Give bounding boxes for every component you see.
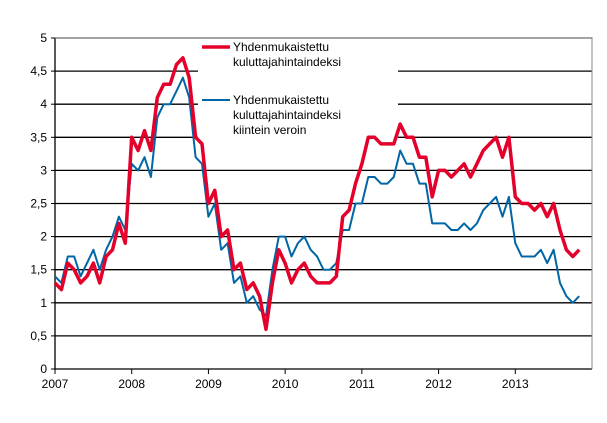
legend-label: Yhdenmukaistettu — [233, 93, 329, 107]
y-tick-label: 5 — [40, 31, 47, 45]
y-tick-label: 1,5 — [30, 263, 47, 277]
x-tick-label: 2008 — [118, 377, 145, 391]
y-tick-label: 0,5 — [30, 329, 47, 343]
y-tick-label: 3 — [40, 163, 47, 177]
x-tick-label: 2007 — [42, 377, 69, 391]
axes: 0 0,5 1 1,5 2 2,5 3 3,5 4 4,5 5 2007 2008 2009 2010 201… — [30, 31, 593, 391]
series-line-2 — [54, 76, 580, 317]
x-tick-label: 2010 — [272, 377, 299, 391]
y-tick-label: 0 — [40, 362, 47, 376]
y-tick-label: 1 — [40, 296, 47, 310]
legend-label: Yhdenmukaistettu — [233, 40, 329, 54]
x-tick-label: 2012 — [425, 377, 452, 391]
y-tick-label: 2,5 — [30, 197, 47, 211]
x-tick-label: 2013 — [502, 377, 529, 391]
series-lines — [53, 56, 581, 332]
x-tick-label: 2011 — [349, 377, 375, 391]
y-tick-label: 4 — [40, 97, 47, 111]
y-tick-label: 3,5 — [30, 130, 47, 144]
legend-label: kuluttajahintaindeksi — [233, 55, 341, 69]
legend-background — [198, 40, 398, 140]
y-tick-label: 2 — [40, 230, 47, 244]
y-tick-label: 4,5 — [30, 64, 47, 78]
series-line-1 — [53, 56, 581, 332]
x-tick-label: 2009 — [195, 377, 222, 391]
legend-label: kiintein veroin — [233, 123, 306, 137]
legend-label: kuluttajahintaindeksi — [233, 108, 341, 122]
legend: YhdenmukaistettukuluttajahintaindeksiYhd… — [202, 40, 341, 137]
